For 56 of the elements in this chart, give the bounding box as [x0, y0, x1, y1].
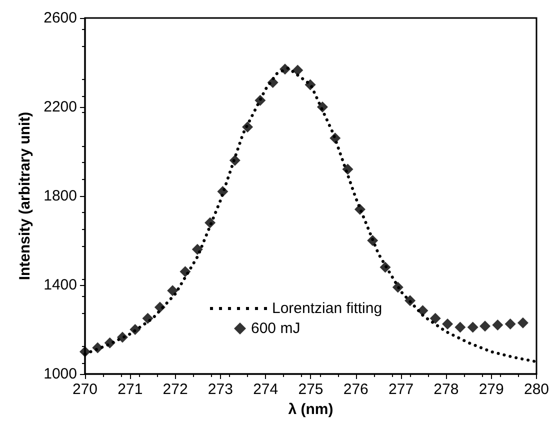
point	[254, 94, 266, 106]
point	[367, 235, 378, 246]
point	[430, 312, 441, 324]
point	[242, 122, 254, 133]
x-tick-label: 272	[162, 381, 188, 398]
y-axis-title: Intensity (arbitrary unit)	[16, 112, 34, 280]
point	[116, 332, 128, 343]
point	[304, 79, 316, 90]
point	[442, 318, 454, 330]
point	[417, 305, 428, 316]
x-axis-title: λ (nm)	[288, 400, 334, 418]
y-tick-label: 1800	[44, 188, 77, 204]
x-tick-label: 276	[343, 381, 368, 398]
point	[229, 154, 240, 166]
point	[380, 262, 391, 273]
x-tick-label: 271	[118, 381, 143, 398]
y-tick-label: 1000	[44, 366, 77, 382]
legend-label: 600 mJ	[251, 320, 300, 337]
point	[280, 64, 291, 75]
x-tick-label: 275	[298, 381, 324, 398]
y-tick-label: 1400	[44, 276, 77, 294]
x-tick-label: 270	[72, 381, 98, 398]
point	[454, 322, 466, 333]
x-tick-label: 273	[208, 381, 233, 398]
point	[480, 320, 491, 332]
point	[204, 217, 216, 228]
point	[342, 164, 354, 175]
point	[392, 282, 404, 293]
point	[130, 324, 141, 335]
point	[142, 312, 154, 324]
x-tick-label: 278	[434, 381, 459, 398]
point	[330, 132, 341, 144]
point	[292, 64, 304, 76]
point	[167, 285, 178, 296]
x-tick-label: 280	[524, 381, 549, 398]
x-tick-label: 274	[253, 381, 278, 398]
y-tick-label: 2200	[44, 98, 77, 116]
point	[104, 337, 116, 348]
y-tick-label: 2600	[44, 10, 77, 26]
point	[467, 322, 478, 333]
point	[492, 320, 504, 331]
point	[154, 302, 166, 313]
x-tick-label: 277	[388, 381, 414, 398]
x-tick-label: 279	[478, 381, 504, 398]
point	[354, 204, 366, 215]
point	[504, 318, 516, 330]
point	[316, 102, 328, 112]
point	[217, 186, 228, 198]
point	[92, 342, 104, 354]
point	[180, 266, 191, 278]
point	[192, 244, 203, 255]
point	[517, 317, 528, 328]
legend-label: Lorentzian fitting	[272, 300, 382, 317]
point	[80, 346, 90, 358]
point	[267, 77, 278, 88]
point	[404, 295, 416, 306]
